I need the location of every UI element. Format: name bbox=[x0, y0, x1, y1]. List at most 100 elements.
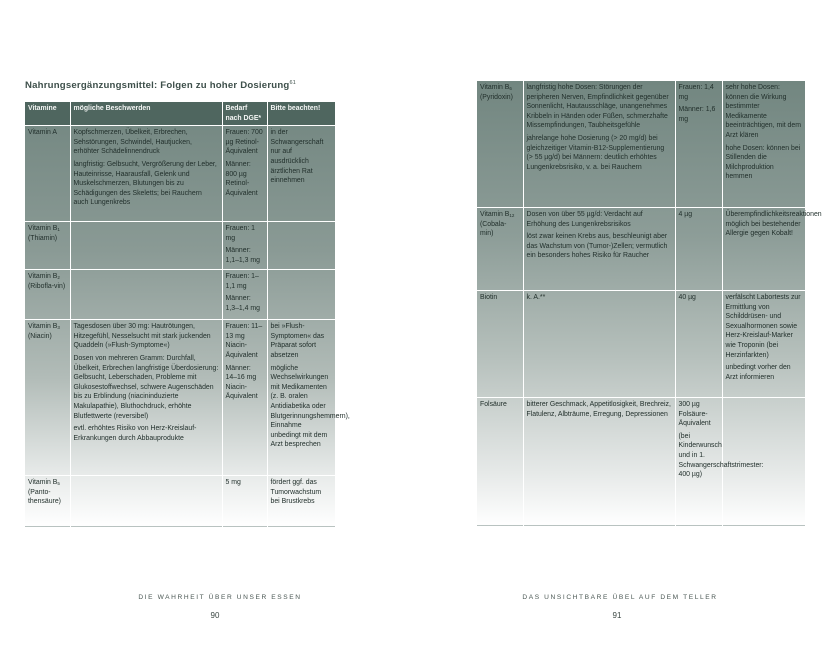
note-cell: in der Schwangerschaft nur auf ausdrückl… bbox=[266, 125, 335, 223]
requirement-cell: Frauen: 1 mg Männer: 1,1–1,3 mg bbox=[221, 221, 268, 271]
requirement-text: Frauen: 1,4 mg bbox=[678, 84, 714, 101]
note-text: verfälscht Labortests zur Ermittlung von… bbox=[725, 294, 801, 359]
header-hinweise: Bitte beachten! bbox=[266, 100, 335, 127]
vitamin-cell: Vitamin B5 (Panto-thensäure) bbox=[25, 475, 71, 527]
complaints-cell bbox=[69, 269, 223, 321]
table-row: Vitamin B12 (Cobala-min) Dosen von über 55… bbox=[477, 207, 822, 291]
requirement-cell: 5 mg bbox=[221, 475, 268, 527]
requirement-text: 40 µg bbox=[678, 294, 696, 301]
vitamin-name: Vitamin B bbox=[480, 84, 510, 91]
table-row: Vitamin B3 (Niacin) Tagesdosen über 30 mg:… bbox=[25, 319, 350, 477]
complaints-cell bbox=[69, 475, 223, 527]
complaints-cell: bitterer Geschmack, Appetitlosigkeit, Br… bbox=[522, 397, 676, 526]
vitamin-cell: Vitamin B1 (Thiamin) bbox=[25, 221, 71, 271]
vitamin-subscript: 1 bbox=[57, 227, 60, 233]
requirement-text: Frauen: 700 µg Retinol-Äquivalent bbox=[225, 129, 263, 156]
requirement-text: Frauen: 1–1,1 mg bbox=[225, 273, 259, 290]
vitamin-name: Folsäure bbox=[480, 401, 507, 408]
table-header-row: Vitamine mögliche Beschwerden Bedarf nac… bbox=[25, 100, 335, 127]
vitamin-name: Vitamin B bbox=[480, 211, 510, 218]
requirement-text: Männer: 14–16 mg Niacin-Äquivalent bbox=[225, 364, 258, 401]
complaints-text: jahrelange hohe Dosierung (> 20 mg/d) be… bbox=[526, 134, 665, 171]
complaints-cell: langfristig hohe Dosen: Störungen der pe… bbox=[522, 80, 676, 208]
complaints-text: langfristig hohe Dosen: Störungen der pe… bbox=[526, 84, 669, 130]
vitamin-subscript: 5 bbox=[57, 481, 60, 487]
note-text: unbedingt vorher den Arzt informieren bbox=[725, 364, 791, 381]
table-title: Nahrungsergänzungsmittel: Folgen zu hohe… bbox=[25, 80, 296, 92]
complaints-text: Tagesdosen über 30 mg: Hautrötungen, Hit… bbox=[73, 323, 211, 350]
complaints-text: löst zwar keinen Krebs aus, beschleunigt… bbox=[526, 233, 668, 260]
note-text: fördert ggf. das Tumorwachstum bei Brust… bbox=[270, 479, 322, 506]
note-cell: sehr hohe Dosen: können die Wirkung best… bbox=[721, 80, 805, 208]
requirement-cell: 4 µg bbox=[674, 207, 723, 291]
complaints-text: Kopfschmerzen, Übelkeit, Erbrechen, Sehs… bbox=[73, 129, 192, 156]
table-row: Vitamin A Kopfschmerzen, Übelkeit, Erbrec… bbox=[25, 125, 335, 223]
requirement-cell: Frauen: 1,4 mg Männer: 1,6 mg bbox=[674, 80, 723, 208]
table-row: Vitamin B6 (Pyridoxin) langfristig hohe Do… bbox=[477, 80, 805, 208]
complaints-cell: Dosen von über 55 µg/d: Verdacht auf Erh… bbox=[522, 207, 676, 291]
vitamin-subscript: 3 bbox=[57, 325, 60, 331]
header-beschwerden: mögliche Beschwerden bbox=[69, 100, 223, 127]
note-text: hohe Dosen: können bei Stillenden die Mi… bbox=[725, 144, 801, 181]
vitamin-alias: (Panto-thensäure) bbox=[28, 488, 61, 506]
note-cell bbox=[266, 221, 335, 271]
requirement-text: Männer: 1,3–1,4 mg bbox=[225, 295, 260, 312]
complaints-text: k. A.** bbox=[526, 294, 546, 301]
table-row: Vitamin B2 (Ribofla-vin) Frauen: 1–1,1 mg M… bbox=[25, 269, 335, 321]
note-text: in der Schwangerschaft nur auf ausdrückl… bbox=[270, 129, 324, 185]
page-number: 90 bbox=[210, 611, 220, 620]
vitamin-name: Vitamin B bbox=[28, 225, 58, 233]
note-cell: fördert ggf. das Tumorwachstum bei Brust… bbox=[266, 475, 335, 527]
vitamin-alias: (Pyridoxin) bbox=[480, 93, 513, 101]
vitamin-cell: Vitamin B3 (Niacin) bbox=[25, 319, 71, 477]
vitamin-name: Vitamin B bbox=[28, 273, 58, 281]
complaints-text: Dosen von mehreren Gramm: Durchfall, Übe… bbox=[73, 354, 219, 420]
requirement-text: 300 µg Folsäure-Äquivalent bbox=[678, 401, 711, 428]
vitamin-cell: Vitamin B12 (Cobala-min) bbox=[477, 207, 524, 291]
vitamin-alias: (Ribofla-vin) bbox=[28, 282, 66, 290]
note-text: bei »Flush-Symptomen« das Präparat sofor… bbox=[270, 323, 325, 359]
vitamin-name: Vitamin B bbox=[28, 323, 58, 331]
note-text: sehr hohe Dosen: können die Wirkung best… bbox=[725, 84, 801, 139]
note-cell: bei »Flush-Symptomen« das Präparat sofor… bbox=[266, 319, 350, 477]
requirement-cell: Frauen: 11–13 mg Niacin-Äquivalent Männer… bbox=[221, 319, 268, 477]
header-vitamine: Vitamine bbox=[25, 100, 71, 127]
complaints-text: langfristig: Gelbsucht, Vergrößerung der… bbox=[73, 160, 217, 207]
note-cell bbox=[266, 269, 335, 321]
note-cell: Überempfindlichkeitsreaktionen möglich b… bbox=[721, 207, 822, 291]
vitamin-name: Vitamin B bbox=[28, 479, 58, 487]
vitamin-name: Biotin bbox=[480, 294, 498, 301]
vitamin-cell: Vitamin A bbox=[25, 125, 71, 223]
vitamin-name: Vitamin A bbox=[28, 129, 57, 137]
requirement-text: Frauen: 11–13 mg Niacin-Äquivalent bbox=[225, 323, 263, 359]
requirement-text: (bei Kinderwunsch und in 1. Schwangersch… bbox=[678, 432, 764, 479]
note-text: mögliche Wechselwirkungen mit Medikament… bbox=[270, 364, 350, 449]
vitamin-alias: (Thiamin) bbox=[28, 234, 58, 242]
complaints-text: evtl. erhöhtes Risiko von Herz-Kreislauf… bbox=[73, 425, 197, 442]
header-bedarf: Bedarf nach DGE* bbox=[221, 100, 268, 127]
supplements-table-left: Vitamine mögliche Beschwerden Bedarf nac… bbox=[25, 100, 350, 527]
complaints-text: Dosen von über 55 µg/d: Verdacht auf Erh… bbox=[526, 211, 643, 228]
table-row: Vitamin B5 (Panto-thensäure) 5 mg fördert g… bbox=[25, 475, 335, 527]
supplements-table-right: Vitamin B6 (Pyridoxin) langfristig hohe Do… bbox=[477, 80, 822, 526]
running-head: DAS UNSICHTBARE ÜBEL AUF DEM TELLER bbox=[522, 594, 718, 601]
requirement-cell: 300 µg Folsäure-Äquivalent (bei Kinderwun… bbox=[674, 397, 764, 526]
vitamin-cell: Folsäure bbox=[477, 397, 524, 526]
complaints-cell: Kopfschmerzen, Übelkeit, Erbrechen, Sehs… bbox=[69, 125, 223, 223]
vitamin-cell: Biotin bbox=[477, 290, 524, 398]
complaints-cell: Tagesdosen über 30 mg: Hautrötungen, Hit… bbox=[69, 319, 223, 477]
requirement-cell: 40 µg bbox=[674, 290, 723, 398]
vitamin-cell: Vitamin B2 (Ribofla-vin) bbox=[25, 269, 71, 321]
table-row: Folsäure bitterer Geschmack, Appetitlosig… bbox=[477, 397, 805, 526]
vitamin-subscript: 6 bbox=[509, 86, 512, 91]
running-head: DIE WAHRHEIT ÜBER UNSER ESSEN bbox=[138, 594, 302, 601]
footnote-ref: 61 bbox=[289, 80, 296, 86]
complaints-text: bitterer Geschmack, Appetitlosigkeit, Br… bbox=[526, 401, 671, 418]
note-cell bbox=[721, 397, 805, 526]
vitamin-cell: Vitamin B6 (Pyridoxin) bbox=[477, 80, 524, 208]
requirement-cell: Frauen: 1–1,1 mg Männer: 1,3–1,4 mg bbox=[221, 269, 268, 321]
page-number: 91 bbox=[612, 611, 622, 620]
requirement-text: Männer: 1,1–1,3 mg bbox=[225, 247, 260, 264]
requirement-text: 4 µg bbox=[678, 211, 693, 218]
requirement-text: Frauen: 1 mg bbox=[225, 225, 256, 242]
